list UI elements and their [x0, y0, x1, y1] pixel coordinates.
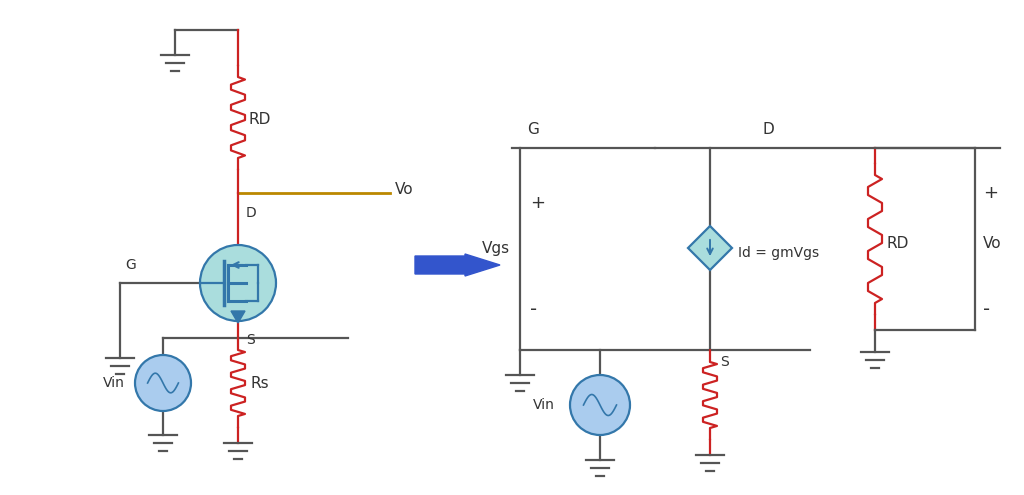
Text: Vgs: Vgs: [482, 242, 510, 256]
Text: Id = gmVgs: Id = gmVgs: [738, 246, 819, 260]
Circle shape: [570, 375, 630, 435]
Text: Vo: Vo: [983, 237, 1001, 251]
Text: Rs: Rs: [250, 376, 268, 391]
Text: D: D: [246, 206, 257, 220]
Text: Vin: Vin: [534, 398, 555, 412]
Text: +: +: [530, 194, 545, 212]
Text: RD: RD: [248, 112, 270, 128]
Text: G: G: [125, 258, 136, 272]
Circle shape: [200, 245, 276, 321]
Text: S: S: [720, 355, 729, 369]
Text: RD: RD: [887, 237, 909, 251]
Text: G: G: [527, 122, 539, 138]
Text: -: -: [983, 300, 990, 319]
Text: Vin: Vin: [103, 376, 125, 390]
Text: +: +: [983, 184, 998, 202]
Polygon shape: [688, 226, 732, 270]
Text: -: -: [530, 300, 538, 319]
Text: S: S: [246, 333, 255, 347]
Polygon shape: [415, 254, 500, 276]
Polygon shape: [231, 311, 245, 323]
Circle shape: [135, 355, 191, 411]
Text: D: D: [762, 122, 774, 138]
Text: Vo: Vo: [395, 182, 414, 197]
